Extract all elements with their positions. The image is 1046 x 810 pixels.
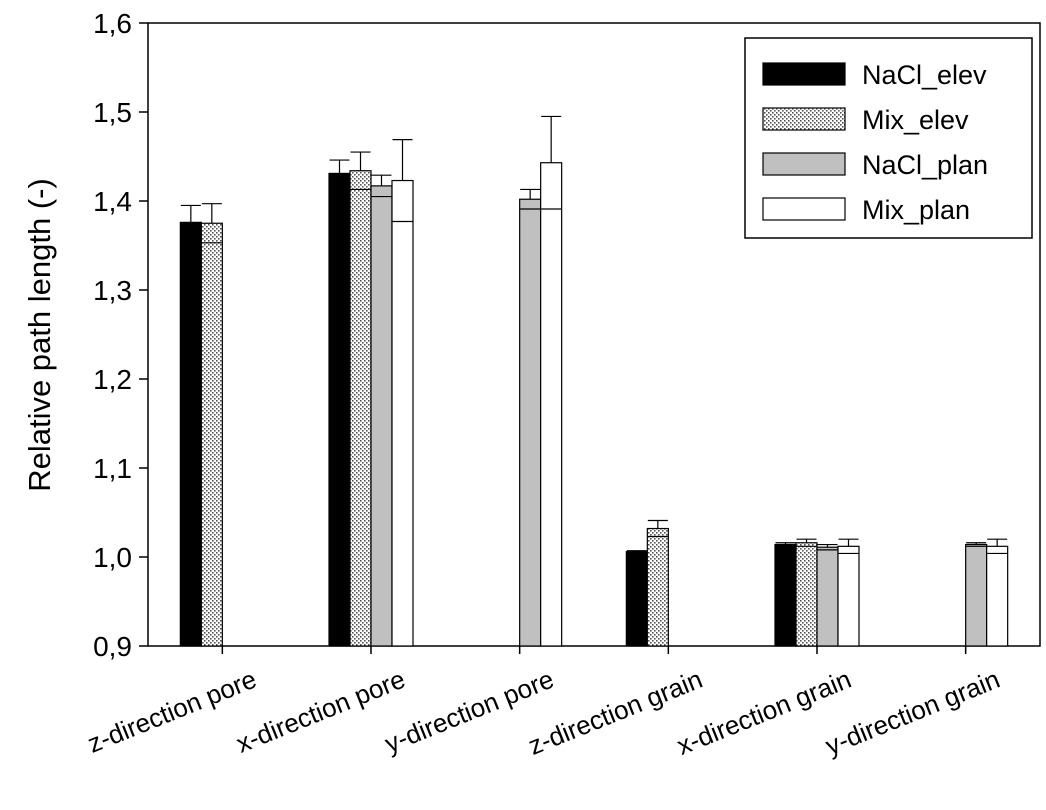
y-tick-label: 1,6: [93, 8, 132, 39]
bar: [837, 545, 860, 647]
legend-swatch: [762, 107, 846, 131]
bar: [646, 527, 669, 647]
bar: [200, 222, 223, 647]
y-tick-label: 1,2: [93, 364, 132, 395]
y-tick-label: 1,4: [93, 186, 132, 217]
bar: [540, 162, 563, 647]
bar: [816, 546, 839, 647]
bar: [349, 170, 372, 647]
legend-label: NaCl_elev: [862, 60, 987, 90]
bar: [965, 543, 988, 647]
legend-label: NaCl_plan: [862, 150, 988, 180]
legend-label: Mix_plan: [862, 195, 970, 225]
y-tick-label: 1,0: [93, 542, 132, 573]
bar: [519, 198, 542, 647]
bar: [179, 221, 202, 647]
legend-label: Mix_elev: [862, 105, 969, 135]
bar: [625, 551, 648, 647]
legend-swatch: [762, 197, 846, 221]
x-tick-label: z-direction pore: [83, 664, 260, 759]
y-tick-label: 1,5: [93, 97, 132, 128]
legend-swatch: [762, 152, 846, 176]
x-tick-label: x-direction pore: [232, 664, 409, 759]
y-axis-title: Relative path length (-): [22, 178, 57, 492]
y-tick-label: 0,9: [93, 631, 132, 662]
legend-swatch: [762, 62, 846, 86]
y-tick-label: 1,1: [93, 453, 132, 484]
bar: [795, 542, 818, 647]
bar: [391, 179, 414, 647]
legend: NaCl_elev Mix_elev NaCl_plan Mix_plan: [744, 37, 1033, 239]
plot-frame: [147, 22, 1041, 647]
bar: [328, 172, 351, 647]
bar: [986, 545, 1009, 647]
bar: [774, 543, 797, 647]
y-tick-label: 1,3: [93, 275, 132, 306]
bar: [370, 185, 393, 647]
